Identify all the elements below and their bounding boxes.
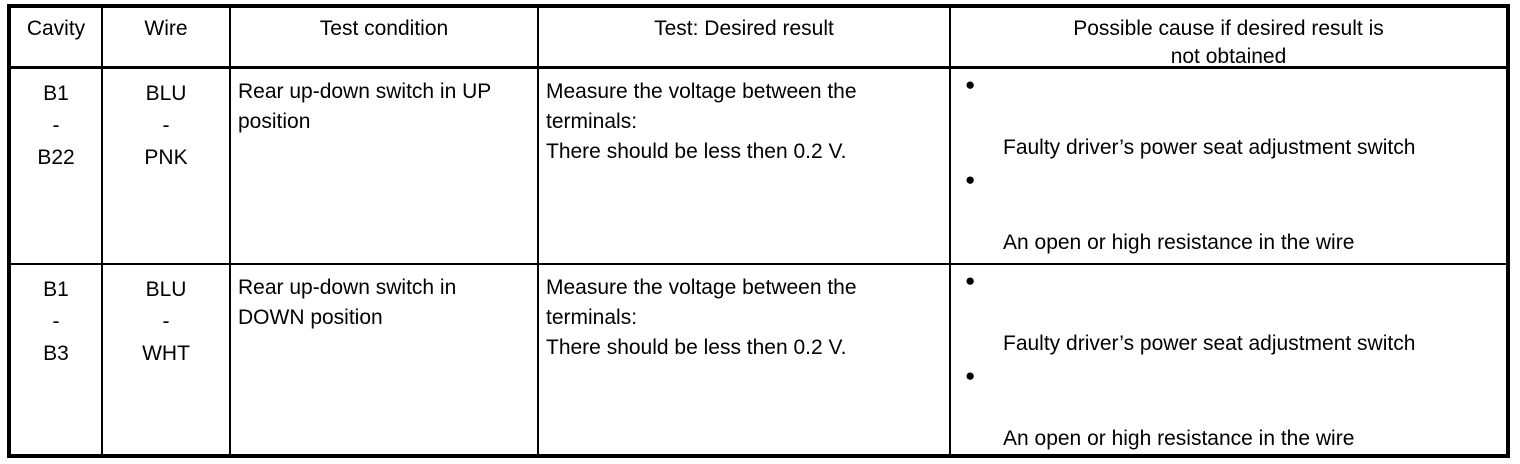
cause-text: Faulty driver’s power seat adjustment sw… — [1003, 136, 1416, 159]
result-line: terminals: — [546, 110, 638, 133]
cause-item: ● Faulty driver’s power seat adjustment … — [951, 69, 1506, 164]
wire-cell: BLU - PNK — [103, 69, 231, 265]
troubleshooting-table: Cavity Wire Test condition Test: Desired… — [7, 4, 1510, 458]
cavity-value-line: B1 — [43, 278, 69, 301]
wire-value-line: - — [162, 310, 170, 333]
bullet-icon: ● — [965, 366, 976, 385]
bullet-icon: ● — [965, 75, 976, 94]
possible-cause-cell: ● Faulty driver’s power seat adjustment … — [951, 265, 1506, 454]
header-label: Cavity — [26, 17, 86, 40]
cavity-value-line: B1 — [43, 82, 69, 105]
wire-value-line: PNK — [144, 146, 188, 169]
condition-line: Rear up-down switch in — [238, 276, 457, 299]
cause-text: An open or high resistance in the wire — [1003, 231, 1355, 254]
desired-result-cell: Measure the voltage between the terminal… — [539, 69, 951, 265]
condition-line: position — [238, 110, 311, 133]
cause-item: ● An open or high resistance in the wire — [951, 360, 1506, 454]
desired-result-cell: Measure the voltage between the terminal… — [539, 265, 951, 454]
cavity-value-line: - — [52, 114, 60, 137]
header-label: Wire — [144, 17, 188, 40]
cavity-value-line: B3 — [43, 342, 69, 365]
cavity-cell: B1 - B22 — [11, 69, 103, 265]
bullet-icon: ● — [965, 170, 976, 189]
header-cell-wire: Wire — [103, 8, 231, 69]
header-label-line2: not obtained — [1170, 45, 1287, 68]
wire-value-line: WHT — [142, 342, 190, 365]
cause-text: An open or high resistance in the wire — [1003, 427, 1355, 450]
header-cell-desired-result: Test: Desired result — [539, 8, 951, 69]
header-cell-test-condition: Test condition — [231, 8, 539, 69]
result-line: There should be less then 0.2 V. — [546, 336, 847, 359]
wire-value-line: - — [162, 114, 170, 137]
test-condition-cell: Rear up-down switch in DOWN position — [231, 265, 539, 454]
wire-value-line: BLU — [145, 82, 187, 105]
header-label: Test condition — [319, 17, 449, 40]
possible-cause-cell: ● Faulty driver’s power seat adjustment … — [951, 69, 1506, 265]
result-line: Measure the voltage between the — [546, 276, 857, 299]
header-cell-possible-cause: Possible cause if desired result is not … — [951, 8, 1506, 69]
cavity-cell: B1 - B3 — [11, 265, 103, 454]
header-label-line1: Possible cause if desired result is — [1073, 17, 1384, 40]
cavity-value-line: B22 — [37, 146, 75, 169]
test-condition-cell: Rear up-down switch in UP position — [231, 69, 539, 265]
result-line: There should be less then 0.2 V. — [546, 140, 847, 163]
header-cell-cavity: Cavity — [11, 8, 103, 69]
result-line: Measure the voltage between the — [546, 80, 857, 103]
condition-line: Rear up-down switch in UP — [238, 80, 492, 103]
cavity-value-line: - — [52, 310, 60, 333]
cause-text: Faulty driver’s power seat adjustment sw… — [1003, 332, 1416, 355]
wire-value-line: BLU — [145, 278, 187, 301]
cause-item: ● An open or high resistance in the wire — [951, 164, 1506, 259]
condition-line: DOWN position — [238, 306, 383, 329]
bullet-icon: ● — [965, 271, 976, 290]
cause-item: ● Faulty driver’s power seat adjustment … — [951, 265, 1506, 360]
result-line: terminals: — [546, 306, 638, 329]
wire-cell: BLU - WHT — [103, 265, 231, 454]
header-label: Test: Desired result — [654, 17, 834, 40]
